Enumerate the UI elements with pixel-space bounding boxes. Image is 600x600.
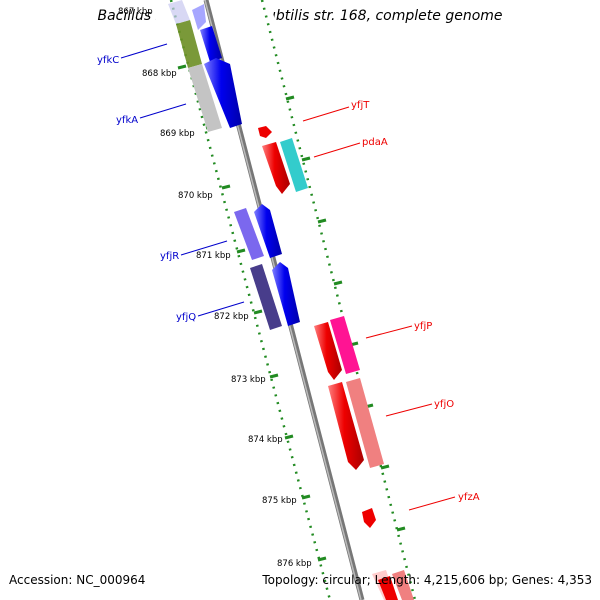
tick-label: 875 kbp xyxy=(262,496,297,506)
gene-arrow-yfjP[interactable] xyxy=(314,322,342,380)
gene-arrow-pdaA[interactable] xyxy=(262,142,290,194)
tick-label: 872 kbp xyxy=(214,312,249,322)
gene-arrow-yfjT[interactable] xyxy=(258,126,272,138)
gene-arrow-yfkA[interactable] xyxy=(204,58,242,128)
tick-marks xyxy=(177,64,406,562)
genome-stats-text: Topology: circular; Length: 4,215,606 bp… xyxy=(262,573,592,587)
accession-text: Accession: NC_000964 xyxy=(9,573,146,587)
gene-label-yfjO: yfjO xyxy=(434,399,454,410)
tick-label: 868 kbp xyxy=(142,69,177,79)
gene-arrow-yfjQ[interactable] xyxy=(272,262,300,326)
gene-labels: yfkC yfkA yfjT pdaA yfjR yfjQ yfjP yfjO … xyxy=(97,55,480,503)
tick-label: 873 kbp xyxy=(231,375,266,385)
gene-label-pdaA: pdaA xyxy=(362,137,388,148)
gene-track-yfjQ[interactable] xyxy=(250,264,282,330)
gene-track-yfjO[interactable] xyxy=(346,378,384,468)
tick-label: 870 kbp xyxy=(178,191,213,201)
gene-arrow-yfzA[interactable] xyxy=(362,508,376,528)
tick-label: 874 kbp xyxy=(248,435,283,445)
gene-label-yfjQ: yfjQ xyxy=(176,312,196,323)
gene-label-yfjR: yfjR xyxy=(160,251,179,262)
gene-label-yfzA: yfzA xyxy=(458,492,480,503)
gene-track-pdaA[interactable] xyxy=(280,138,308,192)
gene-label-yfkA: yfkA xyxy=(116,115,138,126)
gene-track-yfjP[interactable] xyxy=(330,316,360,374)
gene-track-yfjR[interactable] xyxy=(234,208,264,260)
gene-label-yfkC: yfkC xyxy=(97,55,119,66)
label-connectors xyxy=(120,43,456,511)
gene-arrow-yfjO[interactable] xyxy=(328,382,364,470)
tick-label: 867 kbp xyxy=(118,7,153,17)
tick-label: 876 kbp xyxy=(277,559,312,569)
gene-arrow-yfjR[interactable] xyxy=(254,204,282,258)
tick-labels: 867 kbp 868 kbp 869 kbp 870 kbp 871 kbp … xyxy=(118,7,312,569)
gene-arrows xyxy=(192,4,398,600)
tick-label: 871 kbp xyxy=(196,251,231,261)
gene-track-yfkA[interactable] xyxy=(188,64,222,132)
gene-arrow-yfkC[interactable] xyxy=(200,26,222,62)
tick-label: 869 kbp xyxy=(160,129,195,139)
gene-track-yfkC[interactable] xyxy=(176,20,202,68)
gene-label-yfjP: yfjP xyxy=(414,321,432,332)
gene-label-yfjT: yfjT xyxy=(351,100,370,111)
gene-tracks xyxy=(168,0,414,600)
